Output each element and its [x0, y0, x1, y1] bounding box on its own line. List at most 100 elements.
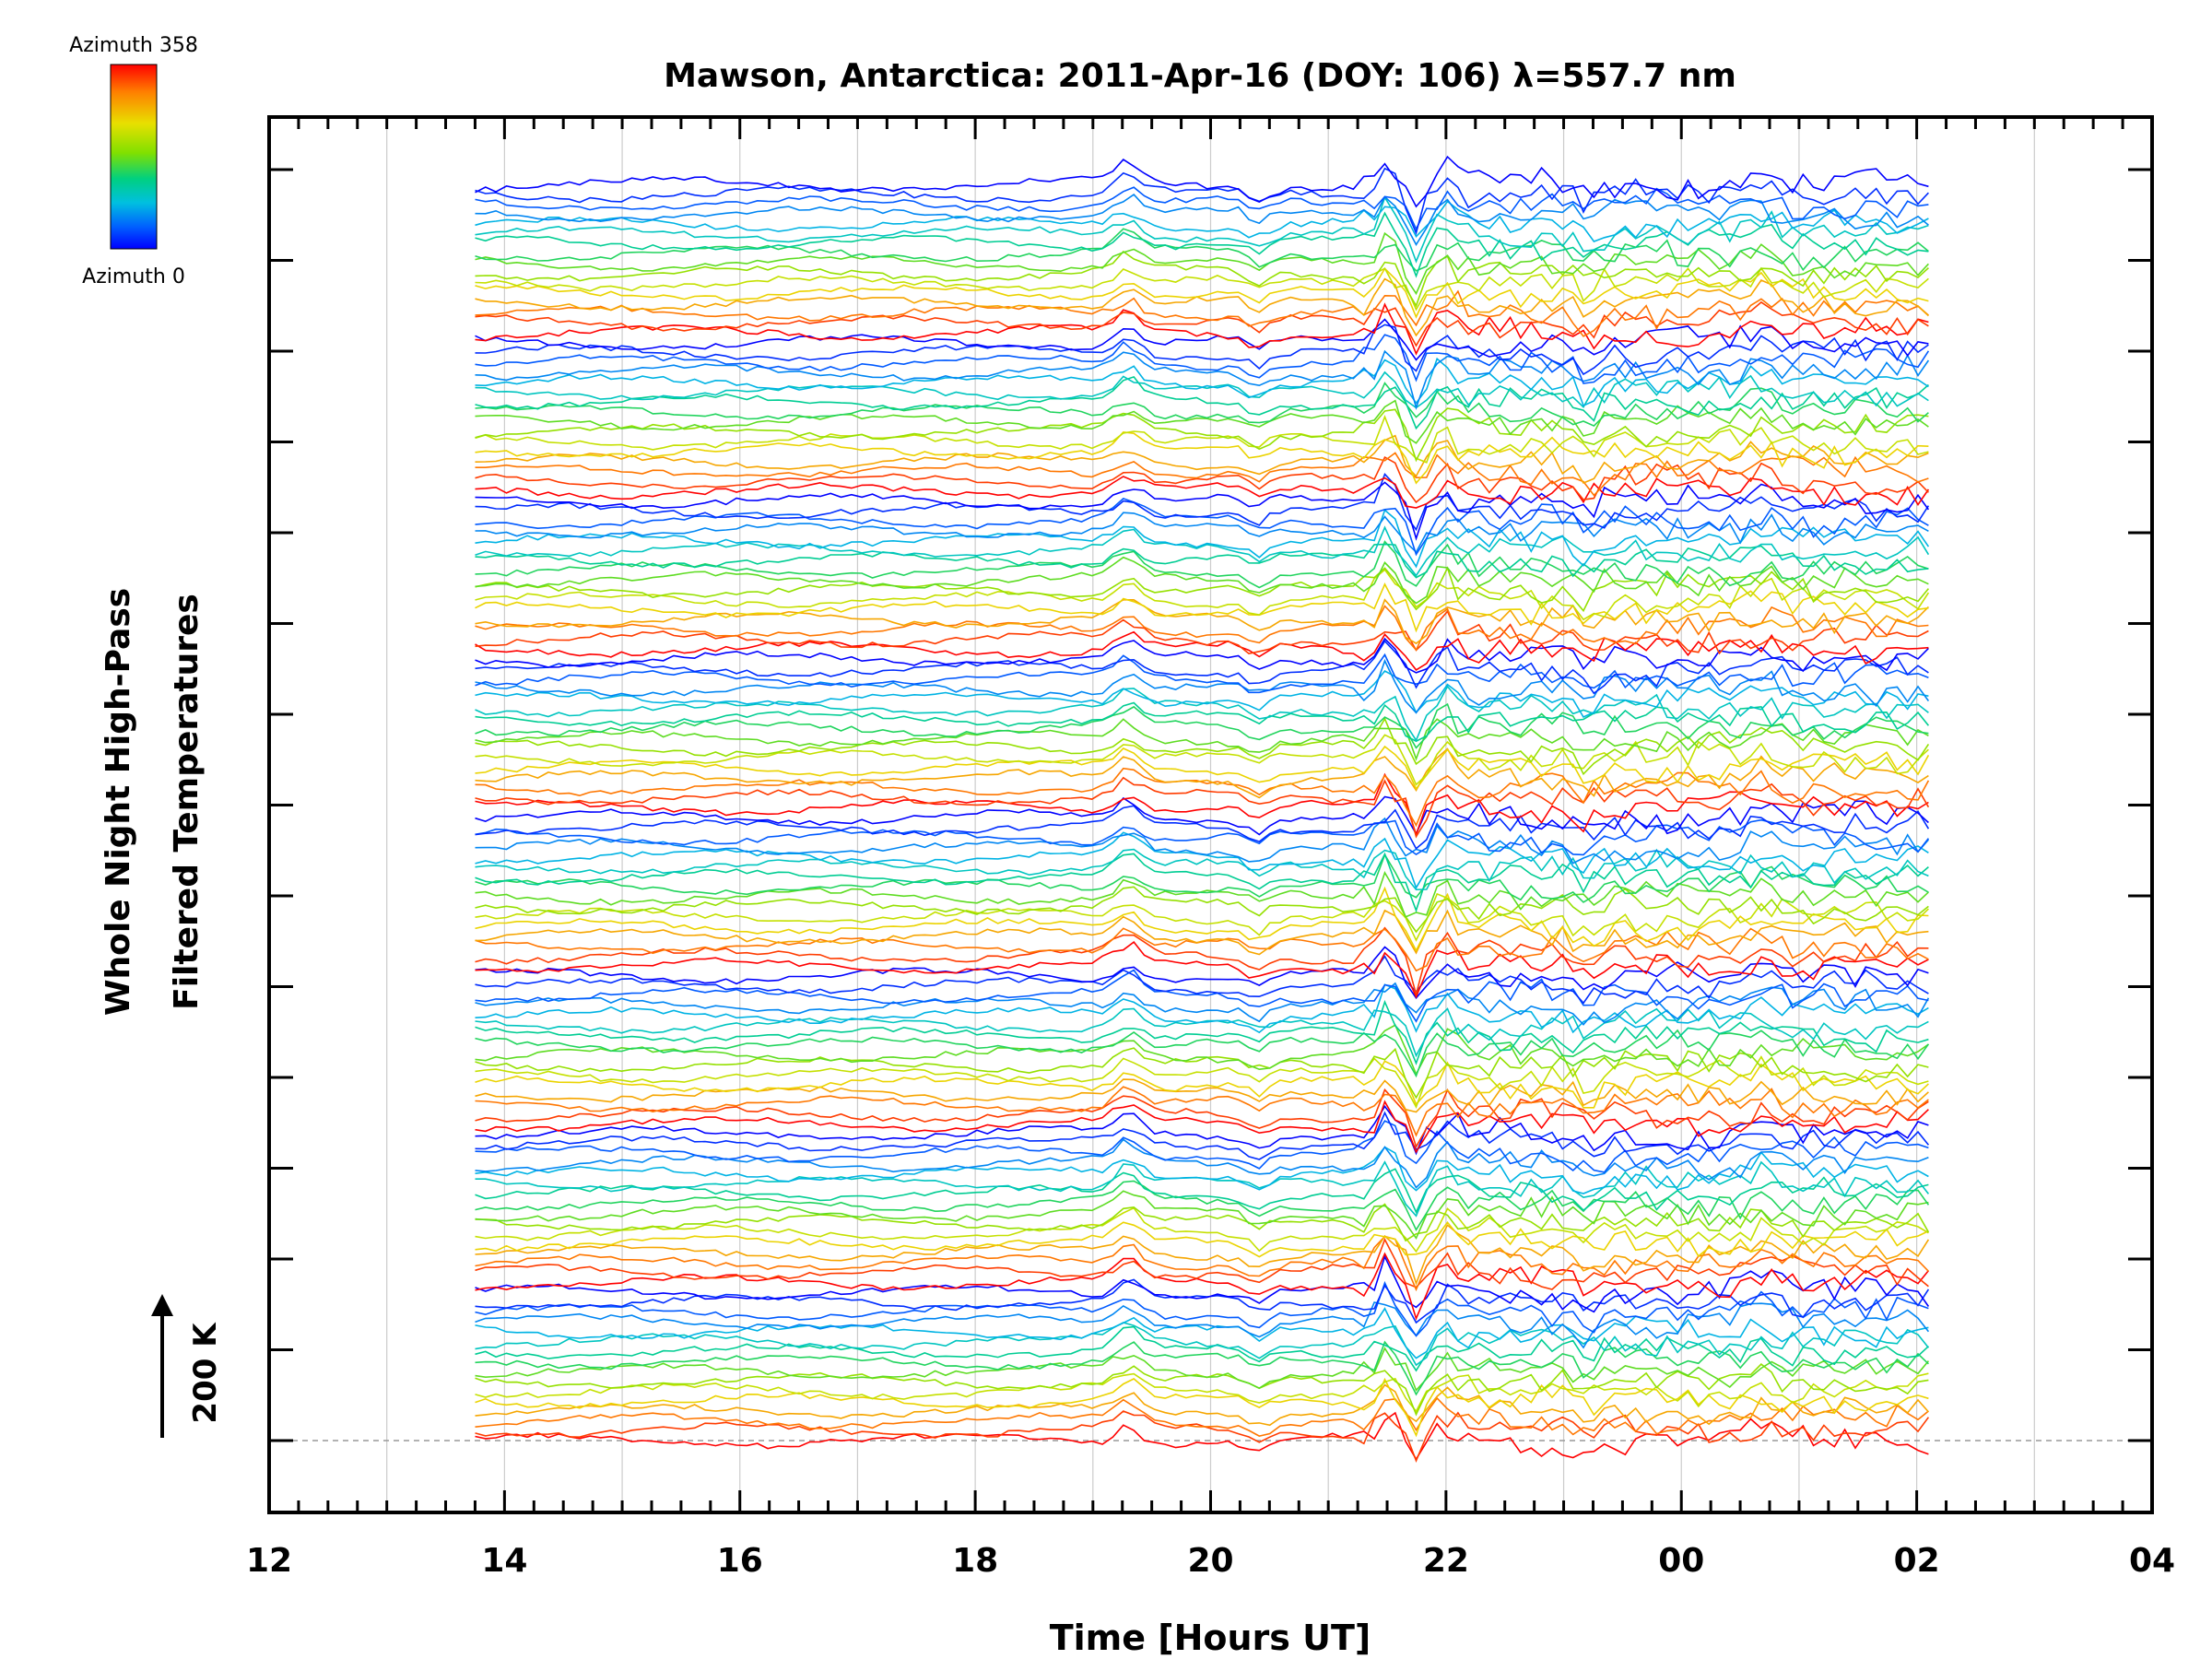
trace-line: [475, 195, 1929, 264]
trace-line: [475, 745, 1930, 791]
trace-line: [475, 637, 1929, 674]
x-tick-label: 20: [1187, 1542, 1233, 1580]
trace-line: [475, 1237, 1929, 1290]
trace-line: [475, 289, 1929, 337]
trace-line: [475, 1410, 1930, 1463]
trace-line: [475, 1086, 1929, 1137]
trace-line: [475, 870, 1929, 918]
trace-line: [475, 817, 1929, 865]
trace-line: [475, 1060, 1929, 1109]
trace-line: [475, 407, 1929, 463]
trace-line: [475, 324, 1929, 376]
trace-line: [475, 1168, 1929, 1215]
trace-line: [475, 318, 1929, 361]
trace-line: [475, 1254, 1930, 1313]
trace-line: [475, 831, 1929, 890]
trace-line: [475, 1322, 1930, 1367]
trace-line: [475, 300, 1929, 347]
trace-line: [475, 818, 1930, 856]
trace-line: [475, 795, 1929, 836]
x-tick-label: 18: [952, 1542, 998, 1580]
trace-line: [475, 569, 1930, 621]
trace-line: [475, 186, 1929, 231]
trace-line: [475, 167, 1929, 236]
trace-line: [475, 1088, 1929, 1149]
x-tick-label: 02: [1894, 1542, 1940, 1580]
trace-line: [475, 277, 1929, 337]
trace-line: [475, 414, 1929, 464]
trace-line: [475, 200, 1929, 242]
trace-line: [475, 669, 1929, 719]
trace-line: [475, 1100, 1929, 1154]
trace-line: [475, 1278, 1930, 1324]
trace-line: [475, 1325, 1929, 1372]
axis-ticks: [267, 117, 2154, 1512]
trace-line: [475, 1224, 1930, 1286]
trace-line: [475, 609, 1929, 655]
trace-line: [475, 1363, 1929, 1417]
y-axis-label-line2: Filtered Temperatures: [168, 594, 206, 1010]
trace-line: [475, 717, 1930, 776]
trace-line: [475, 1396, 1929, 1437]
trace-line: [475, 1138, 1929, 1189]
trace-line: [475, 231, 1929, 296]
trace-line: [475, 1104, 1929, 1156]
trace-line: [475, 1280, 1929, 1337]
trace-line: [475, 1190, 1929, 1241]
trace-line: [475, 1146, 1929, 1194]
trace-line: [475, 349, 1930, 410]
trace-line: [475, 640, 1929, 695]
trace-line: [475, 525, 1930, 577]
trace-line: [475, 509, 1930, 569]
trace-line: [475, 1206, 1929, 1253]
trace-line: [475, 853, 1929, 903]
trace-line: [475, 1055, 1929, 1109]
trace-line: [475, 886, 1929, 952]
trace-line: [475, 540, 1929, 589]
trace-line: [475, 702, 1929, 749]
trace-line: [475, 1301, 1930, 1349]
trace-line: [475, 1235, 1929, 1292]
trace-line: [475, 430, 1929, 485]
x-tick-label: 00: [1658, 1542, 1704, 1580]
trace-line: [475, 556, 1929, 605]
trace-line: [475, 267, 1929, 319]
scale-label: 200 K: [187, 1322, 224, 1424]
trace-line: [475, 1347, 1930, 1392]
trace-line: [475, 382, 1929, 428]
x-axis-label: Time [Hours UT]: [1050, 1618, 1371, 1658]
trace-line: [475, 848, 1929, 891]
trace-line: [475, 473, 1930, 532]
trace-line: [475, 1078, 1929, 1113]
trace-line: [475, 1252, 1930, 1321]
trace-line: [475, 1111, 1930, 1160]
trace-line: [475, 772, 1929, 837]
chart-title: Mawson, Antarctica: 2011-Apr-16 (DOY: 10…: [664, 57, 1736, 95]
trace-line: [475, 1372, 1929, 1413]
trace-line: [475, 155, 1929, 208]
grid-lines: [386, 117, 2035, 1512]
colorbar-bottom-label: Azimuth 0: [82, 265, 185, 288]
x-tick-label: 14: [481, 1542, 527, 1580]
trace-line: [475, 1340, 1929, 1396]
trace-line: [475, 357, 1929, 407]
trace-line: [475, 566, 1930, 613]
trace-line: [475, 543, 1929, 579]
trace-line: [475, 1120, 1929, 1173]
trace-line: [475, 776, 1930, 839]
y-axis-label-line1: Whole Night High-Pass: [100, 588, 137, 1016]
trace-line: [475, 1383, 1929, 1427]
trace-line: [475, 969, 1929, 1023]
trace-line: [475, 767, 1930, 828]
trace-line: [475, 512, 1929, 554]
trace-line: [475, 399, 1929, 444]
trace-line: [475, 955, 1929, 1005]
scale-arrow-head: [151, 1294, 173, 1316]
trace-line: [475, 605, 1929, 652]
trace-line: [475, 452, 1929, 497]
trace-line: [475, 476, 1930, 509]
trace-line: [475, 886, 1929, 934]
trace-line: [475, 481, 1930, 541]
trace-line: [475, 582, 1929, 633]
trace-line: [475, 747, 1929, 799]
